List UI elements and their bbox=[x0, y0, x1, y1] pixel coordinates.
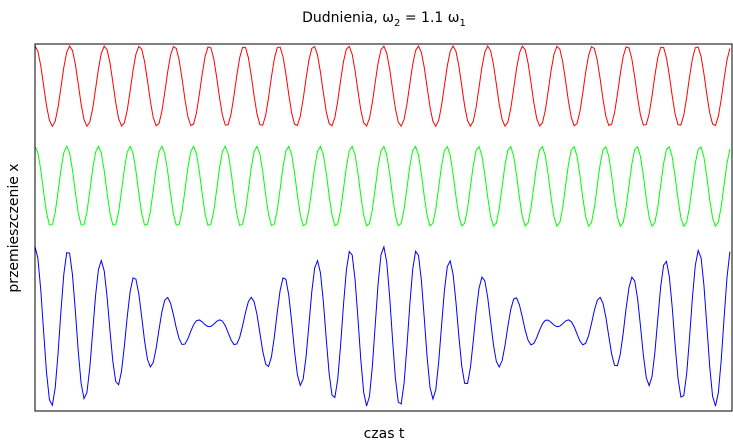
series-sum-line bbox=[35, 245, 731, 407]
series-layer bbox=[35, 44, 731, 407]
y-axis-label: przemieszczenie x bbox=[6, 163, 22, 292]
chart-title: Dudnienia, ω2 = 1.1 ω1 bbox=[302, 10, 466, 29]
title-subscript-2: 2 bbox=[394, 18, 400, 29]
plot-frame bbox=[34, 43, 733, 412]
title-main: Dudnienia, ω bbox=[302, 10, 394, 26]
title-subscript-1: 1 bbox=[459, 18, 465, 29]
series-omega1-line bbox=[35, 44, 731, 128]
series-omega2-line bbox=[35, 145, 731, 228]
plot-area bbox=[35, 44, 731, 407]
title-middle: = 1.1 ω bbox=[400, 10, 459, 26]
x-axis-label: czas t bbox=[364, 426, 405, 441]
